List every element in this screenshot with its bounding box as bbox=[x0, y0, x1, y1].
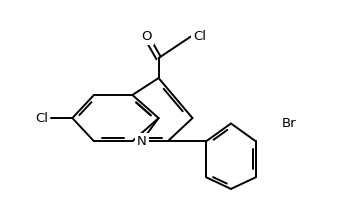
Text: O: O bbox=[141, 30, 151, 43]
Text: N: N bbox=[137, 135, 147, 148]
Text: Br: Br bbox=[282, 117, 296, 130]
Text: Cl: Cl bbox=[193, 30, 206, 43]
Text: Cl: Cl bbox=[35, 111, 48, 125]
